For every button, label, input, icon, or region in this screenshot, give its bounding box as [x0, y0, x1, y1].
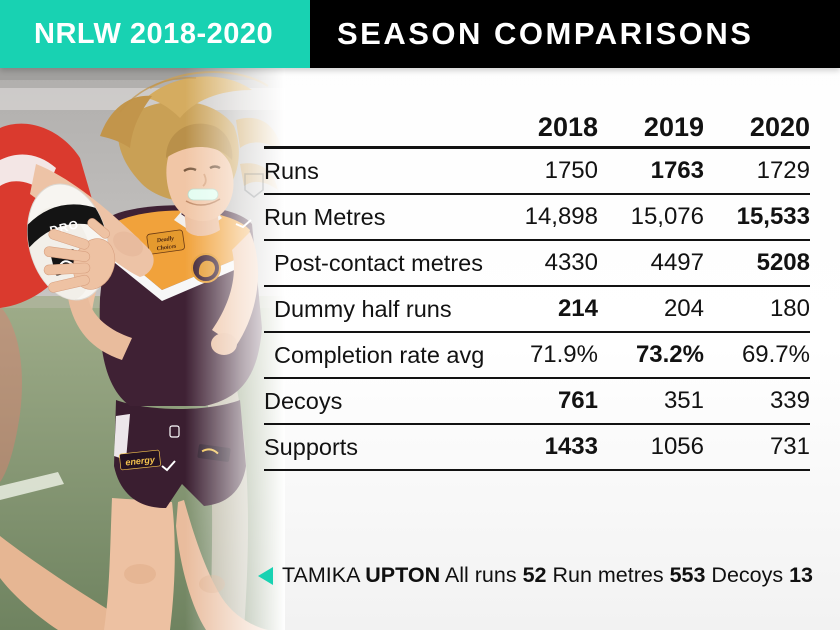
stat-value-2018: 1433	[544, 433, 598, 460]
jersey-badge-line2: Choices	[156, 244, 177, 253]
opponent-leg	[0, 536, 142, 630]
callout-label: Decoys	[705, 563, 790, 587]
brand-tick-icon	[161, 460, 176, 472]
stat-value-2019: 204	[663, 295, 704, 322]
season-stats-table: 2018 2019 2020 Runs 1750 1763 1729 Run Metre…	[264, 107, 810, 471]
stat-value-2020: 180	[769, 295, 810, 322]
stat-value-2018: 4330	[544, 249, 598, 276]
callout-value: 13	[789, 563, 813, 587]
shorts-sponsor-patch: energy	[119, 449, 161, 471]
stat-value-2019: 1056	[650, 433, 704, 460]
stat-label: Post-contact metres	[274, 249, 483, 276]
competition-badge-label: NRLW 2018-2020	[34, 17, 274, 50]
column-header-2020: 2020	[749, 112, 810, 142]
table-header-row: 2018 2019 2020	[264, 107, 810, 149]
stat-value-2020: 339	[769, 387, 810, 414]
callout-label: TAMIKA	[282, 563, 366, 587]
stat-value-2020: 15,533	[736, 203, 810, 230]
callout-value: UPTON	[365, 563, 441, 587]
stat-value-2018: 214	[557, 295, 598, 322]
table-row: Completion rate avg 71.9% 73.2% 69.7%	[264, 333, 810, 379]
table-row: Runs 1750 1763 1729	[264, 149, 810, 195]
title-panel: SEASON COMPARISONS	[310, 0, 840, 68]
stat-label: Completion rate avg	[274, 341, 485, 368]
jersey-badge-line1: Deadly	[155, 236, 174, 245]
stat-value-2018: 14,898	[524, 203, 598, 230]
nrlw-shorts-logo	[169, 425, 180, 438]
shorts-sponsor-text: energy	[125, 454, 156, 467]
stat-value-2020: 731	[769, 433, 810, 460]
stat-value-2020: 69.7%	[741, 341, 810, 368]
stat-value-2019: 1763	[650, 157, 704, 184]
stat-value-2018: 71.9%	[529, 341, 598, 368]
callout-value: 553	[669, 563, 706, 587]
stat-label: Runs	[264, 157, 319, 184]
nrlw-shield-watermark	[244, 173, 264, 198]
stat-value-2020: 5208	[756, 249, 810, 276]
left-arrow-icon	[258, 566, 273, 585]
stat-label: Dummy half runs	[274, 295, 452, 322]
stat-label: Decoys	[264, 387, 343, 414]
column-header-2019: 2019	[643, 112, 704, 142]
player-photo-illustration: energy Deadly Cho	[0, 68, 285, 630]
player-hand-on-ball	[43, 218, 116, 293]
callout-label: All runs	[440, 563, 523, 587]
column-header-2018: 2018	[537, 112, 598, 142]
callout-text: TAMIKA UPTON All runs 52 Run metres 553 …	[282, 563, 813, 588]
stat-value-2018: 1750	[544, 157, 598, 184]
table-row: Supports 1433 1056 731	[264, 425, 810, 471]
stat-value-2019: 15,076	[630, 203, 704, 230]
field-line	[0, 472, 64, 500]
table-row: Post-contact metres 4330 4497 5208	[264, 241, 810, 287]
photo-fade	[185, 68, 285, 630]
page-title: SEASON COMPARISONS	[337, 16, 754, 51]
jersey-badge: Deadly Choices	[146, 229, 185, 255]
stat-value-2019: 351	[663, 387, 704, 414]
header-banner: NRLW 2018-2020 SEASON COMPARISONS	[0, 0, 840, 68]
stat-label: Run Metres	[264, 203, 386, 230]
player-stat-callout: TAMIKA UPTON All runs 52 Run metres 553 …	[258, 563, 813, 588]
blurred-defender-edge	[0, 306, 22, 482]
stat-value-2020: 1729	[756, 157, 810, 184]
table-row: Run Metres 14,898 15,076 15,533	[264, 195, 810, 241]
table-row: Decoys 761 351 339	[264, 379, 810, 425]
stat-value-2019: 4497	[650, 249, 704, 276]
stat-value-2019: 73.2%	[635, 341, 704, 368]
callout-label: Run metres	[546, 563, 670, 587]
stat-label: Supports	[264, 433, 359, 460]
table-row: Dummy half runs 214 204 180	[264, 287, 810, 333]
competition-badge: NRLW 2018-2020	[0, 0, 310, 68]
player-photo: energy Deadly Cho	[0, 68, 285, 630]
callout-value: 52	[522, 563, 547, 587]
table-body: Runs 1750 1763 1729 Run Metres 14,898 15,076 15…	[264, 149, 810, 471]
stat-value-2018: 761	[557, 387, 598, 414]
